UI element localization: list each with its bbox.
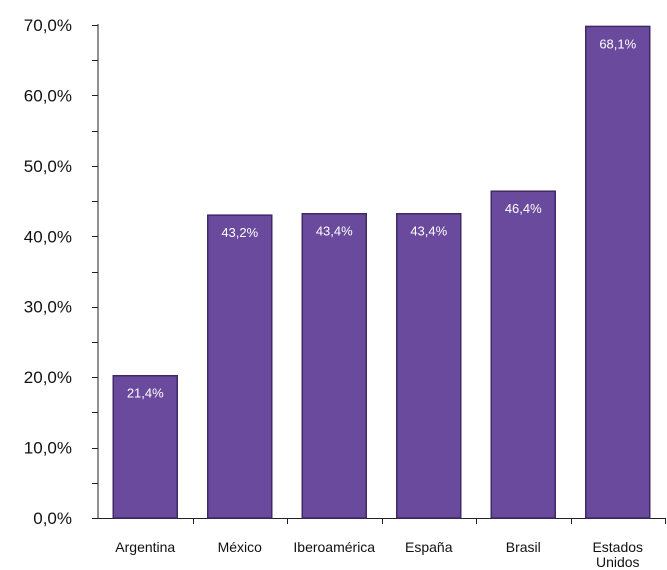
data-label: 46,4% bbox=[505, 201, 542, 216]
y-tick-label: 60,0% bbox=[24, 86, 72, 105]
bars bbox=[112, 25, 651, 519]
y-tick-label: 70,0% bbox=[24, 16, 72, 35]
bar-brasil bbox=[490, 190, 556, 519]
y-tick-label: 50,0% bbox=[24, 157, 72, 176]
x-tick-label: Unidos bbox=[596, 554, 640, 570]
bar-argentina bbox=[112, 374, 178, 519]
x-tick-label: Argentina bbox=[115, 539, 175, 555]
x-tick-label: España bbox=[405, 539, 453, 555]
bar-españa bbox=[396, 212, 462, 519]
x-axis: Argentina México Iberoamérica España Brasil E… bbox=[98, 518, 666, 570]
data-label: 21,4% bbox=[127, 386, 164, 401]
data-label: 43,2% bbox=[221, 225, 258, 240]
bar-méxico bbox=[207, 214, 273, 519]
y-axis: 0,0% 10,0% 20,0% 30,0% 40,0% 50,0% 60,0% 70,0% bbox=[24, 16, 99, 528]
data-label: 43,4% bbox=[410, 224, 447, 239]
x-tick-label: Iberoamérica bbox=[293, 539, 375, 555]
y-tick-label: 10,0% bbox=[24, 439, 72, 458]
bar-iberoamérica bbox=[301, 212, 367, 519]
y-tick-label: 20,0% bbox=[24, 368, 72, 387]
y-tick-label: 40,0% bbox=[24, 227, 72, 246]
y-tick-label: 0,0% bbox=[33, 509, 72, 528]
x-tick-label: México bbox=[218, 539, 263, 555]
data-label: 68,1% bbox=[599, 36, 636, 51]
x-tick-label: Brasil bbox=[506, 539, 541, 555]
x-tick-label: Estados bbox=[592, 539, 643, 555]
y-tick-label: 30,0% bbox=[24, 298, 72, 317]
bar-labels: 21,4% 43,2% 43,4% 43,4% 46,4% 68,1% bbox=[127, 36, 637, 400]
bar-estados-unidos bbox=[585, 25, 651, 519]
data-label: 43,4% bbox=[316, 224, 353, 239]
